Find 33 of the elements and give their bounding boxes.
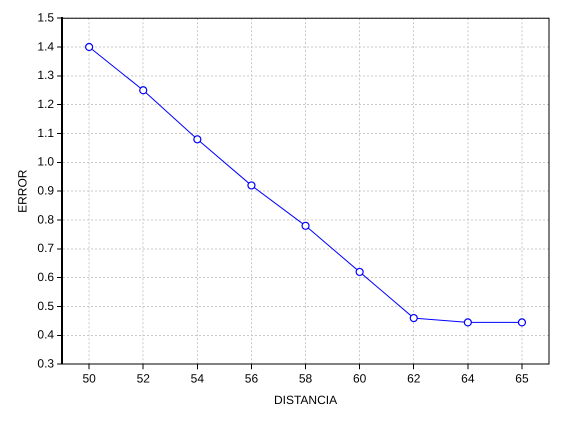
x-tick-label: 56 <box>244 372 258 386</box>
y-tick-label: 1.1 <box>37 126 54 140</box>
y-tick-label: 1.5 <box>37 10 54 25</box>
x-tick-label: 62 <box>407 372 421 386</box>
y-tick-label: 0.5 <box>37 298 54 313</box>
point <box>464 318 472 326</box>
x-tick-label: 60 <box>352 372 367 386</box>
y-tick-label: 0.3 <box>37 356 54 371</box>
point <box>518 318 526 326</box>
point <box>193 135 202 144</box>
point <box>356 268 364 276</box>
point <box>301 222 310 230</box>
y-tick-label: 0.4 <box>37 328 54 342</box>
x-tick-label: 65 <box>515 372 529 386</box>
y-tick-label: 1.3 <box>37 68 54 82</box>
point <box>85 42 94 52</box>
y-tick-label: 1.2 <box>37 97 54 112</box>
point <box>247 181 256 190</box>
x-tick-label: 52 <box>136 372 150 386</box>
x-axis-title: DISTANCIA <box>274 393 338 408</box>
point <box>410 314 418 322</box>
x-tick-label: 50 <box>82 372 96 386</box>
y-axis-title: ERROR <box>16 169 30 213</box>
y-tick-label: 0.7 <box>37 241 54 256</box>
x-tick-label: 58 <box>298 372 313 386</box>
y-tick-label: 0.9 <box>37 184 54 198</box>
point <box>139 86 148 94</box>
y-tick-label: 1.4 <box>37 39 54 54</box>
y-tick-label: 0.6 <box>37 270 54 284</box>
y-tick-label: 0.8 <box>37 212 54 226</box>
y-tick-label: 1.0 <box>37 154 54 169</box>
x-tick-label: 54 <box>190 372 204 386</box>
x-tick-label: 64 <box>461 372 475 386</box>
